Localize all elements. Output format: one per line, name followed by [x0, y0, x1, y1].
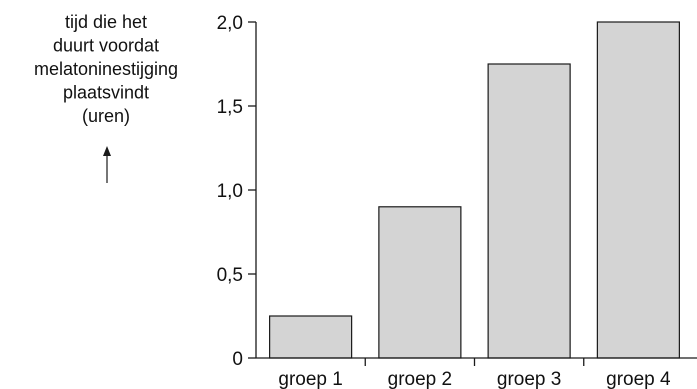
- bar-groep-2: [378, 206, 462, 359]
- y-axis-arrow: [103, 146, 111, 183]
- bars: [269, 21, 680, 359]
- x-tick-label: groep 4: [606, 369, 671, 389]
- x-tick-label: groep 1: [278, 369, 342, 389]
- y-tick-label: 2,0: [217, 13, 243, 34]
- y-axis-ticks: 0 0,5 1,0 1,5 2,0: [217, 13, 256, 370]
- x-tick-label: groep 2: [388, 369, 452, 389]
- bar-groep-1: [269, 315, 353, 359]
- y-axis-label-line: plaatsvindt: [63, 83, 149, 103]
- y-tick-label: 1,0: [217, 181, 243, 202]
- y-tick-label: 0,5: [217, 265, 243, 286]
- y-tick-label: 0: [232, 349, 243, 370]
- y-axis-label-line: duurt voordat: [53, 36, 159, 56]
- y-axis-label: tijd die het duurt voordat melatoninestijg…: [34, 12, 178, 126]
- x-axis-tick-labels: groep 1 groep 2 groep 3 groep 4: [278, 369, 671, 389]
- y-tick-label: 1,5: [217, 97, 243, 118]
- bar-groep-3: [487, 63, 571, 359]
- bar-groep-4: [596, 21, 680, 359]
- y-axis-label-line: tijd die het: [65, 12, 147, 32]
- x-tick-label: groep 3: [497, 369, 561, 389]
- y-axis-label-line: melatoninestijging: [34, 59, 178, 79]
- y-axis-label-line: (uren): [82, 106, 130, 126]
